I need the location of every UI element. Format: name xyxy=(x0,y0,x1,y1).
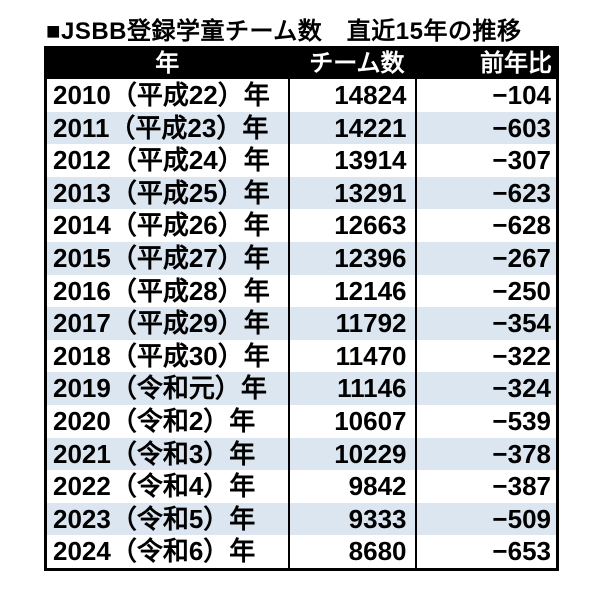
table-row: 2020（令和2）年 10607 −539 xyxy=(45,404,558,438)
teams-cell: 11792 xyxy=(287,307,416,340)
header-team-count: チーム数 xyxy=(287,47,416,79)
table-row: 2018（平成30）年 11470 −322 xyxy=(45,339,558,373)
yoy-cell: −324 xyxy=(414,372,558,405)
table-body: 2010（平成22）年 14824 −104 2011（平成23）年 14221 −603… xyxy=(45,79,558,570)
year-cell: 2019（令和元）年 xyxy=(45,372,289,405)
year-cell: 2015（平成27）年 xyxy=(45,241,289,275)
table-row: 2021（令和3）年 10229 −378 xyxy=(45,437,558,471)
table-row: 2016（平成28）年 12146 −250 xyxy=(45,274,558,308)
yoy-cell: −509 xyxy=(414,502,558,536)
table-row: 2013（平成25）年 13291 −623 xyxy=(45,176,558,210)
table-row: 2022（令和4）年 9842 −387 xyxy=(45,470,558,503)
yoy-cell: −653 xyxy=(414,535,558,570)
teams-cell: 13291 xyxy=(287,176,416,210)
header-row: 年 チーム数 前年比 xyxy=(45,47,558,79)
table-row: 2010（平成22）年 14824 −104 xyxy=(45,79,558,112)
year-cell: 2016（平成28）年 xyxy=(45,274,289,308)
year-cell: 2013（平成25）年 xyxy=(45,176,289,210)
yoy-cell: −354 xyxy=(414,307,558,340)
table-row: 2023（令和5）年 9333 −509 xyxy=(45,502,558,536)
year-cell: 2023（令和5）年 xyxy=(45,502,289,536)
year-cell: 2014（平成26）年 xyxy=(45,209,289,242)
year-cell: 2020（令和2）年 xyxy=(45,404,289,438)
yoy-cell: −307 xyxy=(414,144,558,177)
yoy-cell: −603 xyxy=(414,111,558,145)
year-cell: 2010（平成22）年 xyxy=(45,79,289,112)
yoy-cell: −104 xyxy=(414,79,558,112)
table-row: 2015（平成27）年 12396 −267 xyxy=(45,241,558,275)
teams-table: 年 チーム数 前年比 2010（平成22）年 14824 −104 2011（平成23… xyxy=(44,46,559,571)
teams-cell: 13914 xyxy=(287,144,416,177)
teams-cell: 9333 xyxy=(287,502,416,536)
table-row: 2011（平成23）年 14221 −603 xyxy=(45,111,558,145)
year-cell: 2022（令和4）年 xyxy=(45,470,289,503)
teams-cell: 14221 xyxy=(287,111,416,145)
teams-cell: 8680 xyxy=(287,535,416,570)
teams-cell: 11470 xyxy=(287,339,416,373)
year-cell: 2024（令和6）年 xyxy=(45,535,289,570)
year-cell: 2012（平成24）年 xyxy=(45,144,289,177)
header-yoy-change: 前年比 xyxy=(414,47,558,79)
yoy-cell: −378 xyxy=(414,437,558,471)
year-cell: 2018（平成30）年 xyxy=(45,339,289,373)
teams-cell: 11146 xyxy=(287,372,416,405)
yoy-cell: −267 xyxy=(414,241,558,275)
teams-cell: 12663 xyxy=(287,209,416,242)
table-row: 2017（平成29）年 11792 −354 xyxy=(45,307,558,340)
table-row: 2012（平成24）年 13914 −307 xyxy=(45,144,558,177)
header-year: 年 xyxy=(45,47,289,79)
teams-cell: 12146 xyxy=(287,274,416,308)
yoy-cell: −250 xyxy=(414,274,558,308)
yoy-cell: −387 xyxy=(414,470,558,503)
teams-cell: 9842 xyxy=(287,470,416,503)
teams-cell: 14824 xyxy=(287,79,416,112)
table-row: 2014（平成26）年 12663 −628 xyxy=(45,209,558,242)
page-title: ■JSBB登録学童チーム数 直近15年の推移 xyxy=(46,18,522,45)
year-cell: 2017（平成29）年 xyxy=(45,307,289,340)
year-cell: 2011（平成23）年 xyxy=(45,111,289,145)
year-cell: 2021（令和3）年 xyxy=(45,437,289,471)
teams-cell: 10607 xyxy=(287,404,416,438)
teams-cell: 12396 xyxy=(287,241,416,275)
yoy-cell: −628 xyxy=(414,209,558,242)
yoy-cell: −322 xyxy=(414,339,558,373)
table-row: 2019（令和元）年 11146 −324 xyxy=(45,372,558,405)
table-row: 2024（令和6）年 8680 −653 xyxy=(45,535,558,570)
yoy-cell: −623 xyxy=(414,176,558,210)
yoy-cell: −539 xyxy=(414,404,558,438)
teams-cell: 10229 xyxy=(287,437,416,471)
